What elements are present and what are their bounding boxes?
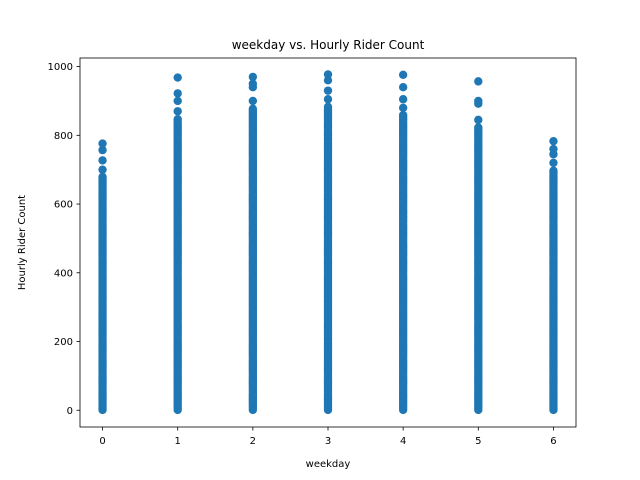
data-point — [248, 104, 258, 114]
x-tick-label: 5 — [475, 436, 481, 447]
data-point-max — [398, 70, 408, 80]
x-axis-ticks: 0 1 2 3 4 5 6 — [99, 427, 557, 447]
data-point — [323, 76, 333, 85]
data-point-max — [474, 77, 483, 86]
data-point — [323, 86, 333, 95]
x-tick-label: 3 — [325, 436, 331, 447]
data-point — [398, 95, 408, 104]
data-point — [248, 96, 258, 106]
data-point — [173, 114, 182, 124]
data-point — [398, 103, 408, 113]
y-tick-label: 800 — [54, 131, 73, 142]
y-tick-label: 400 — [54, 268, 73, 279]
data-point — [98, 156, 107, 165]
x-tick-label: 6 — [550, 436, 556, 447]
x-axis-label: weekday — [306, 459, 351, 470]
y-axis-label: Hourly Rider Count — [17, 195, 28, 290]
data-point-max — [323, 70, 333, 79]
weekday-5-points — [474, 77, 483, 415]
data-point — [398, 110, 408, 120]
data-point — [549, 166, 558, 175]
y-tick-label: 600 — [54, 200, 73, 211]
data-point — [98, 145, 107, 155]
data-point-max — [98, 139, 107, 148]
data-point-max — [549, 136, 558, 146]
data-point — [248, 83, 258, 92]
weekday-6-points — [549, 136, 558, 415]
data-point — [323, 102, 333, 111]
weekday-1-points — [173, 73, 182, 415]
data-point — [474, 123, 483, 132]
data-point — [474, 99, 483, 108]
data-point-max — [173, 73, 182, 82]
data-point — [398, 83, 408, 92]
y-tick-label: 1000 — [48, 62, 73, 73]
y-axis-ticks: 0 200 400 600 800 1000 — [48, 62, 80, 417]
weekday-4-points — [398, 70, 408, 415]
weekday-3-points — [323, 70, 333, 415]
data-point — [173, 89, 182, 98]
data-point — [549, 158, 558, 168]
scatter-points — [98, 70, 558, 415]
data-point — [549, 150, 558, 159]
weekday-0-points — [98, 139, 107, 415]
data-point — [323, 95, 333, 104]
y-tick-label: 200 — [54, 337, 73, 348]
data-point — [98, 165, 107, 174]
y-tick-label: 0 — [67, 406, 73, 417]
x-tick-label: 4 — [400, 436, 406, 447]
chart-title: weekday vs. Hourly Rider Count — [232, 38, 425, 52]
x-tick-label: 1 — [175, 436, 181, 447]
x-tick-label: 2 — [250, 436, 256, 447]
data-point — [98, 172, 107, 182]
data-point — [173, 107, 182, 116]
data-point — [474, 115, 483, 125]
data-point — [173, 96, 182, 106]
weekday-2-points — [248, 72, 258, 415]
x-tick-label: 0 — [99, 436, 105, 447]
data-point-max — [248, 72, 258, 82]
